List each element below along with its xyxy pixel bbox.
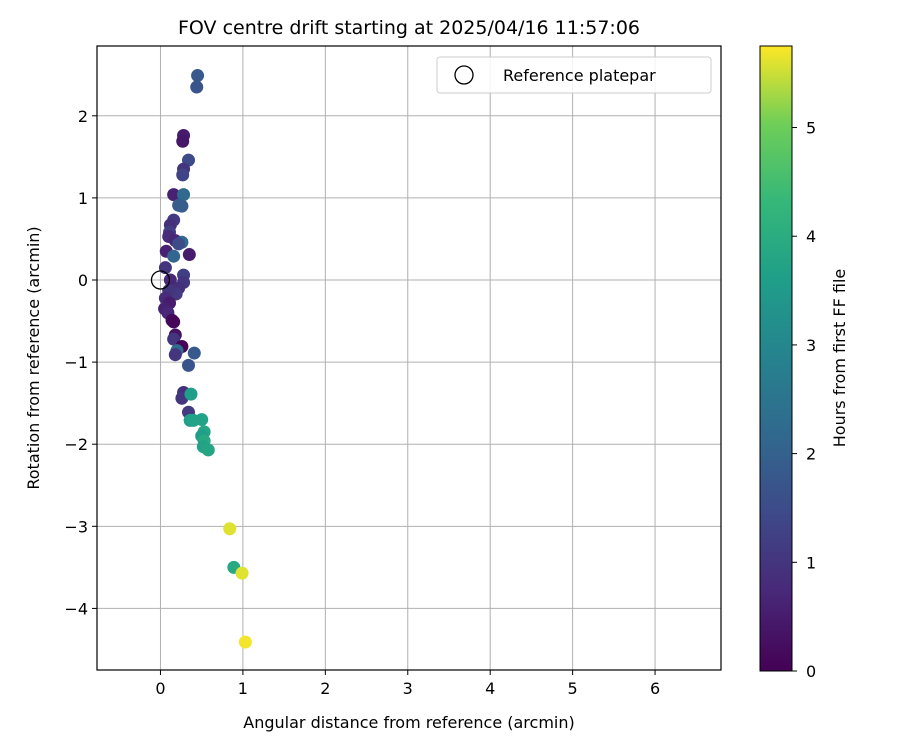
colorbar: 0 1 2 3 4 5 Hours from first FF file bbox=[759, 45, 849, 681]
x-axis-ticks: 0 1 2 3 4 5 6 bbox=[155, 670, 660, 698]
colorbar-ticks: 0 1 2 3 4 5 bbox=[792, 119, 816, 681]
y-tick-label: −3 bbox=[64, 517, 88, 536]
colorbar-tick-label: 4 bbox=[806, 227, 816, 246]
data-point bbox=[177, 188, 191, 202]
x-tick-label: 0 bbox=[155, 679, 165, 698]
data-points bbox=[158, 69, 252, 649]
colorbar-label: Hours from first FF file bbox=[830, 269, 849, 448]
data-point bbox=[163, 273, 177, 287]
y-axis-ticks: −4 −3 −2 −1 0 1 2 bbox=[64, 107, 97, 618]
x-tick-label: 6 bbox=[650, 679, 660, 698]
data-point bbox=[195, 413, 209, 427]
reference-marker bbox=[150, 270, 171, 290]
plot-frame bbox=[96, 45, 722, 671]
x-tick-label: 2 bbox=[320, 679, 330, 698]
y-tick-label: 1 bbox=[78, 189, 88, 208]
data-point bbox=[190, 80, 204, 94]
data-point bbox=[191, 69, 205, 83]
grid-lines bbox=[97, 46, 721, 670]
data-point bbox=[172, 237, 186, 251]
y-tick-label: 2 bbox=[78, 107, 88, 126]
colorbar-tick-label: 1 bbox=[806, 553, 816, 572]
x-tick-label: 5 bbox=[568, 679, 578, 698]
y-tick-label: −2 bbox=[64, 435, 88, 454]
legend: Reference platepar bbox=[436, 56, 712, 94]
data-point bbox=[167, 315, 181, 329]
y-tick-label: −4 bbox=[64, 599, 88, 618]
legend-box bbox=[436, 56, 712, 94]
data-point bbox=[201, 443, 215, 457]
data-point bbox=[176, 134, 190, 148]
data-point bbox=[182, 248, 196, 262]
x-tick-label: 4 bbox=[485, 679, 495, 698]
data-point bbox=[175, 199, 189, 213]
legend-label: Reference platepar bbox=[503, 66, 656, 85]
x-axis-label: Angular distance from reference (arcmin) bbox=[243, 713, 574, 732]
colorbar-tick-label: 2 bbox=[806, 445, 816, 464]
y-axis-label: Rotation from reference (arcmin) bbox=[24, 226, 43, 489]
data-point bbox=[181, 358, 195, 372]
colorbar-tick-label: 0 bbox=[806, 662, 816, 681]
data-point bbox=[223, 522, 237, 536]
data-point bbox=[235, 566, 249, 580]
data-point bbox=[167, 188, 181, 202]
chart-title: FOV centre drift starting at 2025/04/16 … bbox=[178, 17, 640, 39]
data-point bbox=[184, 387, 198, 401]
data-point bbox=[187, 346, 201, 360]
data-point bbox=[168, 348, 182, 362]
legend-marker bbox=[454, 65, 474, 85]
x-tick-label: 1 bbox=[238, 679, 248, 698]
data-point bbox=[238, 635, 252, 649]
colorbar-tick-label: 3 bbox=[806, 336, 816, 355]
colorbar-gradient bbox=[759, 45, 793, 672]
data-point bbox=[167, 249, 181, 263]
y-tick-label: −1 bbox=[64, 353, 88, 372]
data-point bbox=[176, 168, 190, 182]
reference-platepar-marker bbox=[150, 270, 171, 290]
y-tick-label: 0 bbox=[78, 271, 88, 290]
x-tick-label: 3 bbox=[403, 679, 413, 698]
colorbar-tick-label: 5 bbox=[806, 119, 816, 138]
